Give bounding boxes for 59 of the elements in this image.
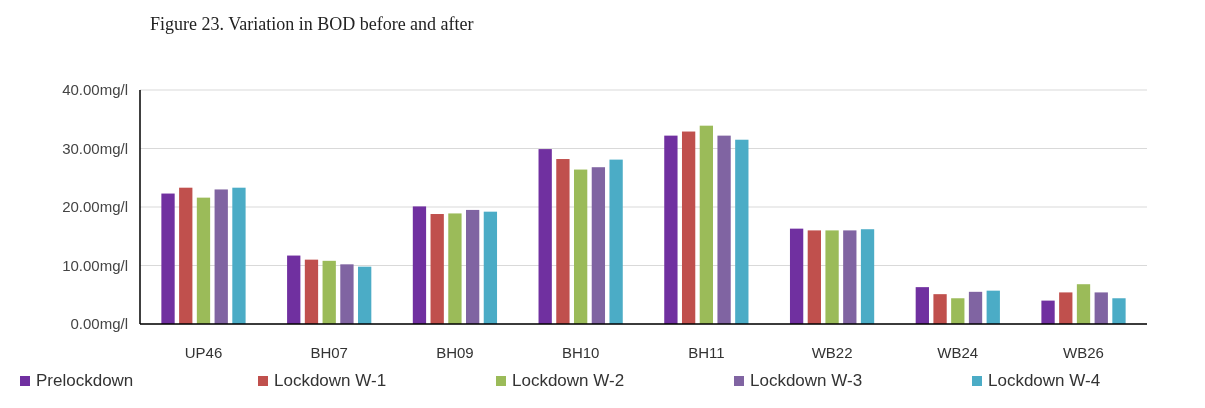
bar [430, 214, 444, 324]
x-tick-label: BH09 [436, 344, 474, 361]
x-tick-label: UP46 [184, 344, 223, 361]
bar [807, 230, 821, 324]
x-tick-label: WB22 [811, 344, 853, 361]
bar [591, 167, 606, 324]
bar [358, 266, 372, 324]
bar [287, 255, 301, 324]
bar [161, 193, 175, 324]
x-tick-label: WB26 [1063, 344, 1104, 361]
bar [412, 206, 427, 324]
bar [573, 169, 588, 324]
bar [681, 131, 696, 324]
y-tick-label: 20.00mg/l [62, 198, 128, 216]
y-tick-label: 40.00mg/l [62, 81, 128, 99]
x-tick-label: BH10 [561, 344, 600, 361]
bar [933, 294, 947, 324]
x-tick-label: WB24 [937, 344, 979, 361]
bar [304, 259, 319, 324]
x-tick-label: BH07 [310, 344, 348, 361]
bar [538, 149, 552, 324]
bar [609, 159, 623, 324]
legend-label: Lockdown W-4 [988, 371, 1101, 390]
chart-title: Figure 23. Variation in BOD before and after [150, 14, 474, 34]
bar [825, 230, 839, 324]
bar [860, 229, 875, 324]
y-tick-label: 0.00mg/l [70, 315, 128, 333]
bar [1059, 292, 1073, 324]
bar [1076, 284, 1091, 324]
bar [968, 291, 983, 324]
legend-label: Lockdown W-2 [512, 371, 625, 390]
bar [1041, 300, 1055, 324]
bar [179, 187, 193, 324]
legend-label: Lockdown W-1 [274, 371, 387, 390]
bar [789, 228, 804, 324]
bar [556, 159, 570, 324]
bar [986, 290, 1000, 324]
bar [340, 264, 354, 324]
bar [483, 211, 498, 324]
legend-label: Prelockdown [36, 371, 134, 390]
bar [1094, 292, 1108, 324]
y-tick-label: 30.00mg/l [62, 139, 128, 157]
bar [196, 197, 211, 324]
bar [915, 287, 929, 324]
y-tick-label: 10.00mg/l [62, 256, 128, 274]
bar [735, 139, 749, 324]
bar [466, 209, 480, 324]
bar [448, 213, 462, 324]
bar [664, 135, 678, 324]
bar [699, 125, 714, 324]
bar [1112, 298, 1126, 324]
bar [951, 298, 965, 324]
bar [717, 135, 731, 324]
legend-label: Lockdown W-3 [750, 371, 863, 390]
x-tick-label: BH11 [688, 344, 725, 361]
bar [214, 189, 228, 324]
bar [232, 187, 246, 324]
bar [843, 230, 857, 324]
bar [322, 260, 336, 324]
